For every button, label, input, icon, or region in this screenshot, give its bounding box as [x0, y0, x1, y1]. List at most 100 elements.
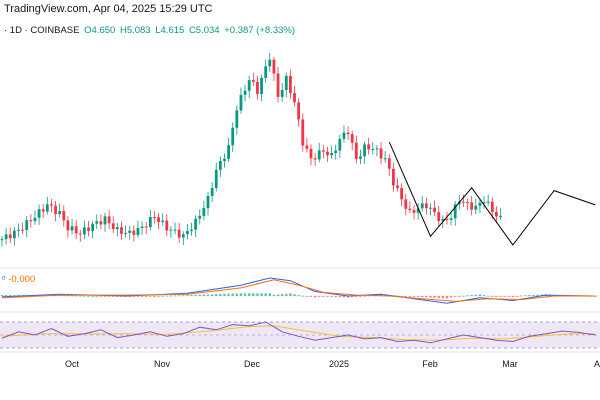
macd-hist-bar — [194, 294, 197, 296]
candle-body — [169, 229, 173, 231]
candle-body — [338, 138, 342, 151]
macd-hist-bar — [379, 294, 383, 296]
candle-body — [54, 205, 57, 215]
macd-hist-bar — [136, 296, 140, 297]
candle-body — [256, 81, 259, 94]
macd-hist-bar — [536, 294, 539, 296]
macd-hist-bar — [17, 295, 20, 296]
macd-hist-bar — [351, 296, 354, 298]
macd-hist-bar — [103, 296, 107, 297]
macd-hist-bar — [169, 295, 173, 297]
candle-body — [264, 66, 268, 78]
candle-body — [165, 220, 169, 231]
candle-body — [474, 205, 478, 210]
macd-hist-bar — [334, 296, 337, 297]
macd-hist-bar — [408, 296, 412, 297]
pattern-line[interactable] — [388, 141, 596, 246]
candle-body — [346, 132, 350, 135]
candle-body — [0, 239, 4, 241]
candle-body — [227, 145, 230, 159]
candle-body — [194, 218, 198, 230]
macd-hist-bar — [491, 296, 494, 297]
macd-hist-bar — [346, 296, 350, 298]
candle-body — [453, 204, 457, 219]
x-label-feb: Feb — [422, 359, 438, 369]
candle-body — [486, 201, 490, 203]
candle-body — [305, 145, 309, 149]
macd-hist-bar — [363, 295, 366, 297]
macd-hist-bar — [342, 296, 346, 298]
macd-value: -0.000 — [8, 274, 36, 285]
watermark-header: TradingView.com, Apr 04, 2025 15:29 UTC — [4, 3, 213, 15]
x-label-2025: 2025 — [329, 359, 349, 369]
candle-body — [12, 230, 16, 239]
candle-body — [83, 227, 86, 235]
macd-hist-bar — [243, 293, 247, 296]
candle-body — [309, 148, 313, 159]
macd-hist-bar — [145, 296, 148, 297]
macd-hist-bar — [219, 293, 222, 296]
candle-body — [441, 219, 445, 221]
candle-body — [499, 215, 502, 217]
macd-hist-bar — [478, 294, 482, 296]
candle-body — [4, 234, 8, 240]
candle-body — [293, 93, 296, 103]
macd-hist-bar — [70, 295, 74, 297]
candle-body — [247, 80, 251, 91]
macd-legend-icon[interactable]: ᵒ — [2, 274, 6, 285]
macd-hist-bar — [293, 294, 296, 296]
candle-body — [404, 199, 408, 209]
candle-body — [66, 220, 70, 231]
candle-body — [424, 203, 428, 209]
macd-hist-bar — [177, 295, 181, 297]
candle-body — [136, 227, 140, 235]
candle-body — [29, 220, 33, 222]
candle-body — [144, 226, 148, 228]
candle-body — [37, 209, 41, 218]
macd-hist-bar — [425, 296, 428, 298]
candle-body — [62, 211, 66, 221]
candle-body — [140, 226, 144, 228]
macd-hist-bar — [416, 296, 420, 297]
candle-body — [280, 89, 284, 97]
macd-hist-bar — [264, 293, 267, 296]
macd-hist-bar — [186, 295, 189, 296]
macd-hist-bar — [318, 296, 321, 297]
symbol-prefix[interactable]: · 1D · COINBASE — [4, 25, 80, 36]
candle-body — [284, 75, 288, 90]
macd-hist-bar — [511, 296, 515, 298]
macd-hist-bar — [322, 296, 325, 297]
macd-hist-bar — [515, 296, 519, 297]
macd-hist-bar — [107, 296, 111, 297]
macd-hist-bar — [429, 296, 432, 298]
candle-body — [161, 220, 165, 222]
macd-hist-bar — [210, 294, 214, 296]
candle-body — [206, 195, 210, 209]
candle-body — [120, 227, 123, 234]
macd-hist-bar — [149, 296, 152, 297]
macd-hist-bar — [528, 295, 531, 296]
candle-body — [334, 150, 338, 154]
candle-body — [239, 94, 243, 111]
candle-body — [272, 59, 276, 74]
candle-body — [107, 216, 111, 224]
macd-hist-bar — [182, 295, 185, 297]
macd-hist-bar — [173, 295, 177, 297]
macd-hist-bar — [83, 295, 86, 297]
macd-hist-bar — [112, 296, 115, 297]
candle-body — [330, 153, 333, 156]
macd-hist-bar — [9, 295, 12, 296]
candle-body — [103, 216, 107, 225]
candle-body — [21, 229, 24, 231]
candle-body — [387, 158, 391, 169]
candle-body — [400, 187, 404, 200]
macd-hist-bar — [223, 293, 226, 296]
macd-hist-bar — [79, 295, 82, 297]
candle-body — [416, 208, 420, 213]
macd-hist-bar — [404, 296, 407, 297]
macd-hist-bar — [13, 295, 16, 296]
candle-body — [87, 227, 90, 231]
macd-hist-bar — [157, 295, 160, 297]
candle-body — [41, 209, 45, 212]
candle-body — [111, 223, 115, 230]
